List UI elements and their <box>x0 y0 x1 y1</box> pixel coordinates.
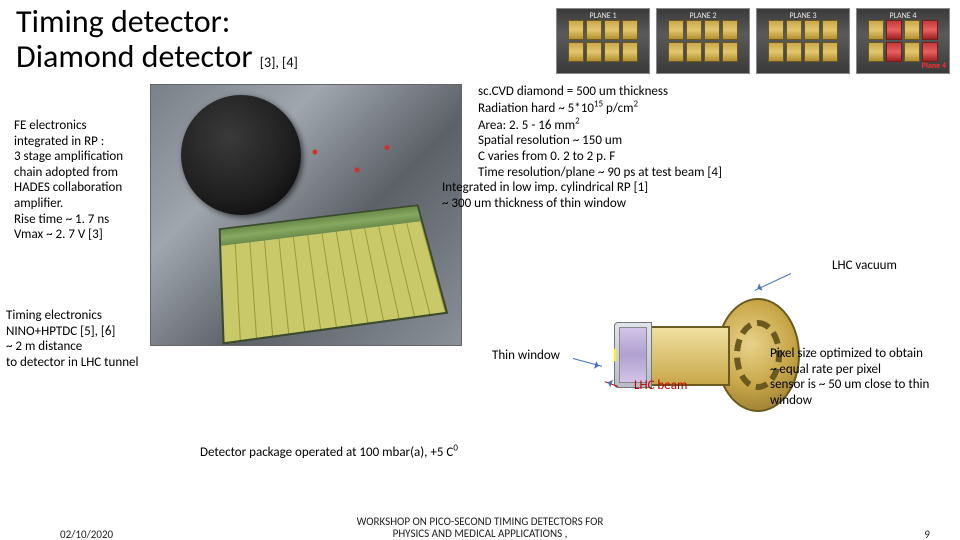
text-line: Vmax ~ 2. 7 V [3] <box>14 227 103 242</box>
text-line: ~ equal rate per pixel <box>770 362 881 377</box>
thumb-label: PLANE 3 <box>757 11 849 21</box>
text-line: integrated in RP : <box>14 134 104 149</box>
text-line: WORKSHOP ON PICO-SECOND TIMING DETECTORS… <box>357 515 604 528</box>
thumb-plane-1: PLANE 1 <box>556 8 650 74</box>
text-line: Spatial resolution ~ 150 um <box>478 133 622 148</box>
text-line: HADES collaboration <box>14 180 122 195</box>
title-refs: [3], [4] <box>260 54 298 71</box>
thumb-label: PLANE 2 <box>657 11 749 21</box>
footer-page-number: 9 <box>924 528 930 540</box>
text-line: Detector package operated at 100 mbar(a)… <box>200 445 458 460</box>
thumb-plane-3: PLANE 3 <box>756 8 850 74</box>
text-line: FE electronics <box>14 118 87 133</box>
text-line: amplifier. <box>14 196 63 211</box>
text-line: Area: 2. 5 - 16 mm2 <box>478 118 580 133</box>
thumb-plane-4: PLANE 4 Plane 4 <box>856 8 950 74</box>
fe-electronics-text: FE electronics integrated in RP : 3 stag… <box>14 118 154 243</box>
footer-center: WORKSHOP ON PICO-SECOND TIMING DETECTORS… <box>0 516 960 540</box>
text-line: to detector in LHC tunnel <box>6 355 138 370</box>
plane-thumbnails: PLANE 1 PLANE 2 PLANE 3 PLANE 4 Plane 4 <box>556 8 950 74</box>
text-line: Timing electronics <box>6 308 102 323</box>
thin-window-label: Thin window <box>492 348 560 363</box>
thumb-plane-2: PLANE 2 <box>656 8 750 74</box>
lhc-beam-label: LHC beam <box>634 378 687 393</box>
text-line: Time resolution/plane ~ 90 ps at test be… <box>478 165 722 180</box>
lhc-vacuum-label: LHC vacuum <box>832 258 897 273</box>
slide: Timing detector: Diamond detector [3], [… <box>0 0 960 540</box>
text-line: 3 stage amplification <box>14 149 123 164</box>
title-line1: Timing detector: <box>16 2 230 41</box>
title-line2: Diamond detector <box>16 37 252 76</box>
slide-title: Timing detector: Diamond detector [3], [… <box>16 4 298 74</box>
rp-schematic <box>570 278 800 428</box>
thumb-label: PLANE 4 <box>857 11 949 21</box>
pixel-optimization-text: Pixel size optimized to obtain ~ equal r… <box>770 346 960 408</box>
text-line: Pixel size optimized to obtain <box>770 346 923 361</box>
text-line: Integrated in low imp. cylindrical RP [1… <box>442 180 648 196</box>
text-line: chain adopted from <box>14 165 118 180</box>
text-line: NINO+HPTDC [5], [6] <box>6 324 115 339</box>
text-line: ~ 2 m distance <box>6 339 82 354</box>
thumb-label: PLANE 1 <box>557 11 649 21</box>
rp-body-icon <box>646 326 730 386</box>
text-line: Rise time ~ 1. 7 ns <box>14 212 109 227</box>
text-line: PHYSICS AND MEDICAL APPLICATIONS , <box>393 527 568 540</box>
text-line: ~ 300 um thickness of thin window <box>442 196 626 212</box>
detector-photo <box>150 84 462 346</box>
text-line: Radiation hard ~ 5*1015 p/cm2 <box>478 101 638 116</box>
diamond-specs-text: sc.CVD diamond = 500 um thickness Radiat… <box>478 84 878 211</box>
thumb-overlay: Plane 4 <box>922 61 946 71</box>
text-line: sensor is ~ 50 um close to thin window <box>770 377 929 408</box>
timing-electronics-text: Timing electronics NINO+HPTDC [5], [6] ~… <box>6 308 196 370</box>
text-line: sc.CVD diamond = 500 um thickness <box>478 84 668 99</box>
detector-caption: Detector package operated at 100 mbar(a)… <box>200 444 458 461</box>
text-line: C varies from 0. 2 to 2 p. F <box>478 149 615 164</box>
